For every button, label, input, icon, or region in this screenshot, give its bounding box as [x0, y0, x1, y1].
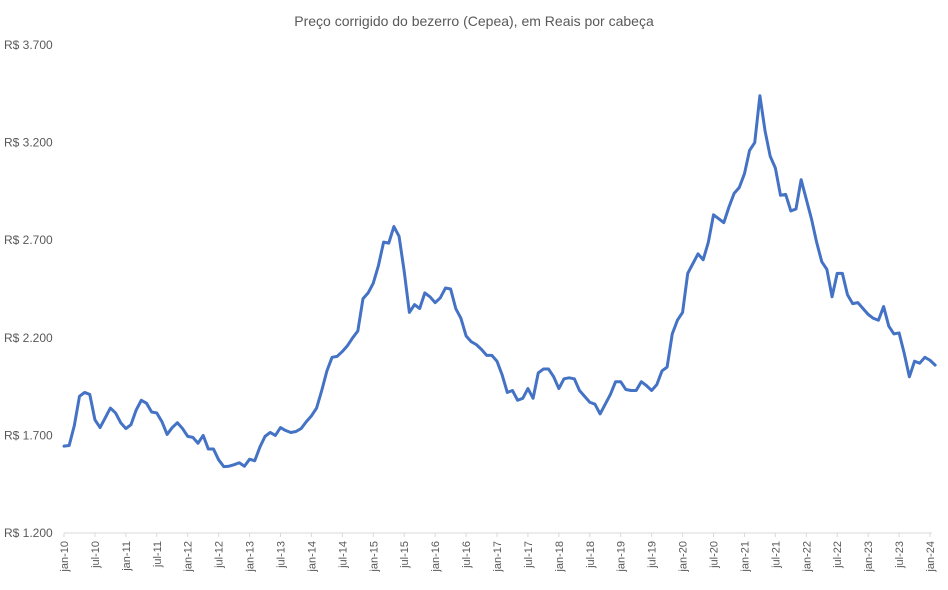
y-tick-label: R$ 3.700	[4, 38, 53, 52]
x-tick-label: jul-21	[770, 541, 782, 569]
x-tick-label: jan-16	[430, 541, 442, 573]
x-tick-label: jan-20	[678, 541, 690, 573]
x-tick-label: jan-22	[801, 541, 813, 573]
x-tick-label: jan-11	[121, 541, 133, 572]
y-tick-label: R$ 1.700	[4, 428, 53, 442]
x-tick-label: jul-13	[276, 541, 288, 569]
series-line-preco-bezerro	[62, 94, 937, 469]
x-tick-label: jul-10	[90, 541, 102, 569]
x-tick-label: jan-12	[183, 541, 195, 573]
x-tick-label: jan-24	[925, 541, 937, 573]
chart-title: Preço corrigido do bezerro (Cepea), em R…	[294, 13, 654, 29]
y-tick-label: R$ 2.200	[4, 331, 53, 345]
x-tick-label: jul-22	[832, 541, 844, 569]
x-tick-label: jul-12	[214, 541, 226, 569]
x-tick-label: jan-21	[739, 541, 751, 573]
x-tick-label: jul-19	[647, 541, 659, 569]
y-tick-label: R$ 3.200	[4, 136, 53, 150]
x-tick-label: jul-17	[523, 541, 535, 569]
series-group	[62, 94, 937, 469]
y-axis: R$ 1.200 R$ 1.700 R$ 2.200 R$ 2.700 R$ 3.200…	[4, 38, 53, 540]
x-tick-label: jan-14	[306, 541, 318, 573]
x-tick-label: jan-10	[59, 541, 71, 573]
x-tick-label: jan-15	[368, 541, 380, 573]
y-tick-label: R$ 1.200	[4, 526, 53, 540]
x-tick-label: jul-14	[337, 541, 349, 569]
x-tick-label: jan-18	[554, 541, 566, 573]
x-tick-label: jan-17	[492, 541, 504, 573]
x-tick-label: jul-16	[461, 541, 473, 569]
x-axis: jan-10 jul-10 jan-11 jul-11 jan-12 jul-12 jan-…	[59, 533, 937, 573]
x-tick-label: jul-18	[585, 541, 597, 569]
x-tick-label: jan-13	[245, 541, 257, 573]
x-tick-label: jan-23	[863, 541, 875, 573]
x-tick-label: jul-23	[894, 541, 906, 569]
y-tick-label: R$ 2.700	[4, 233, 53, 247]
x-tick-label: jul-15	[399, 541, 411, 569]
x-tick-label: jul-20	[709, 541, 721, 569]
x-tick-label: jul-11	[152, 541, 164, 568]
x-tick-label: jan-19	[616, 541, 628, 573]
